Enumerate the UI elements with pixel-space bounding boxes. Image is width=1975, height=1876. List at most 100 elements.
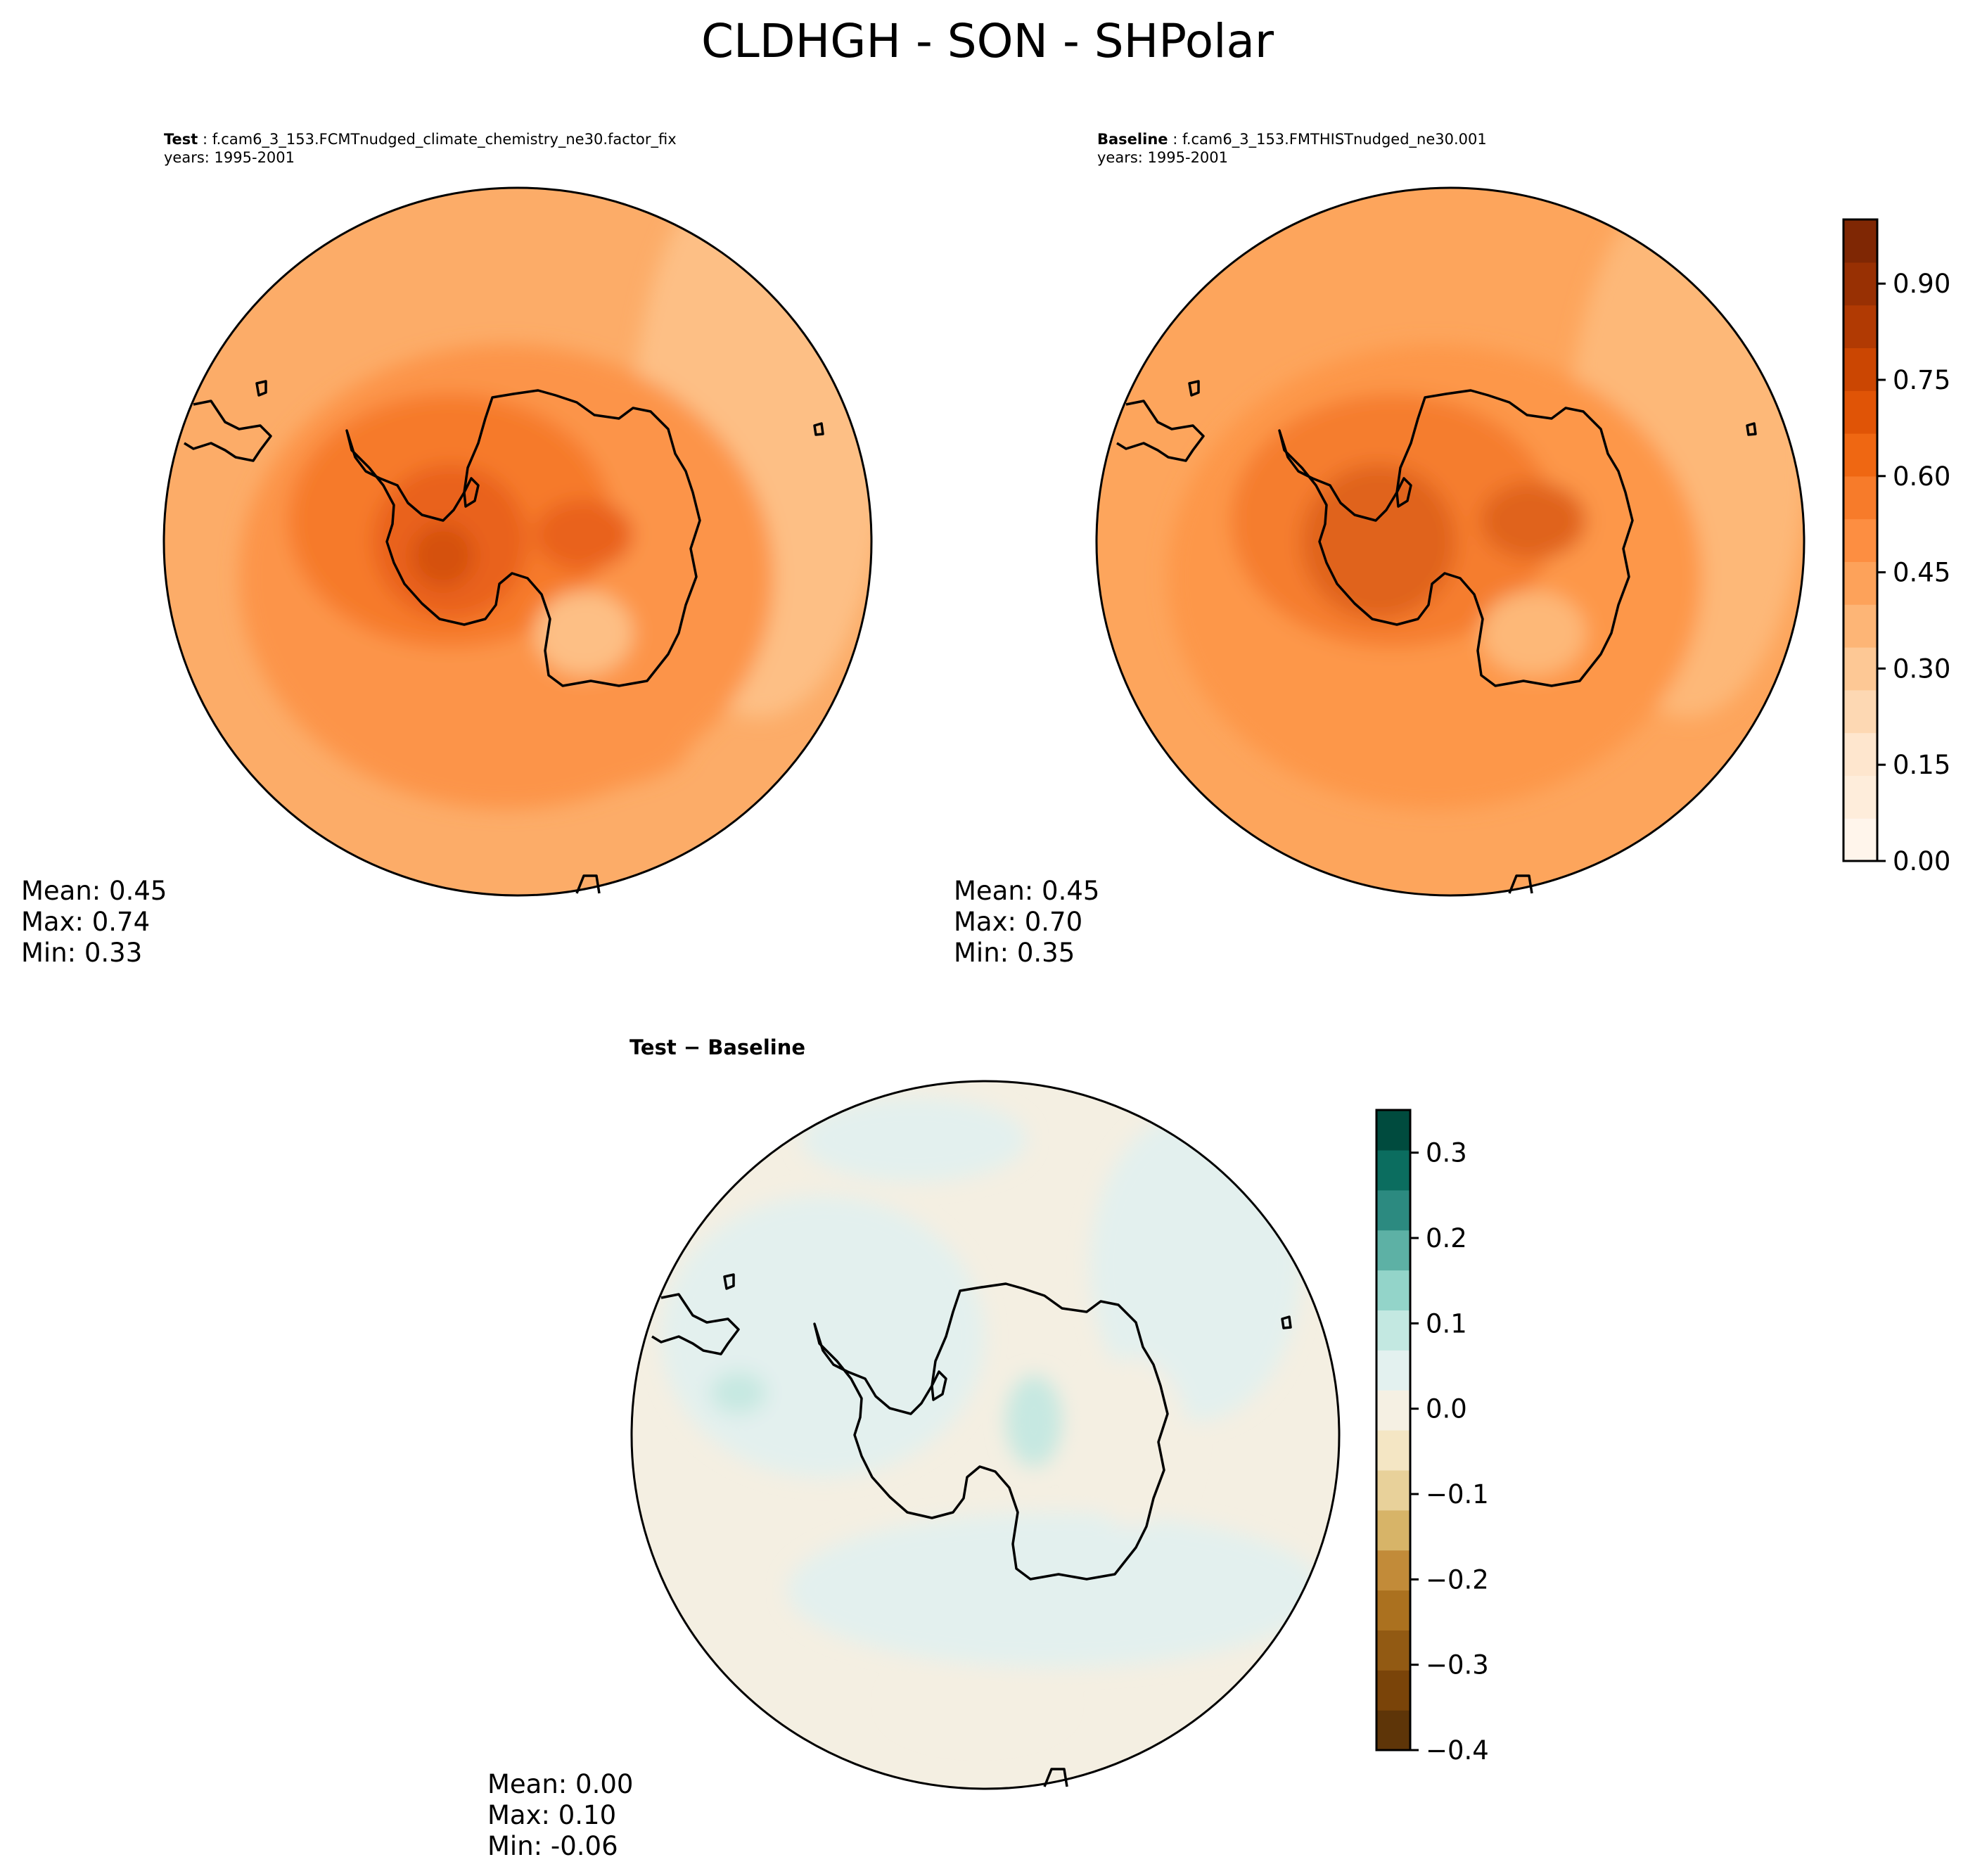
diff-small-island-2 (1281, 1315, 1292, 1329)
baseline-max: Max: 0.70 (954, 907, 1083, 937)
test-years: years: 1995-2001 (164, 149, 295, 166)
diff-colorbar-segment (1376, 1230, 1410, 1271)
test-antarctica-coastline (345, 389, 701, 687)
diff-colorbar-segment (1376, 1430, 1410, 1471)
test-label: Test (164, 131, 198, 148)
baseline-small-island-3 (1508, 874, 1533, 894)
diff-map (632, 1081, 1339, 1789)
diff-coastlines (651, 1273, 1292, 1787)
main-colorbar-segment (1843, 433, 1877, 477)
main-colorbar-tick-label: 0.60 (1893, 461, 1950, 492)
diff-panel-title: Test − Baseline (629, 1035, 806, 1059)
diff-peninsula-detail (931, 1370, 947, 1401)
main-colorbar-segment (1843, 732, 1877, 776)
main-colorbar-segment (1843, 689, 1877, 734)
baseline-core-east (1481, 482, 1586, 559)
main-colorbar-tick-label: 0.45 (1893, 558, 1950, 588)
test-low-interior (535, 591, 633, 675)
baseline-mean: Mean: 0.45 (954, 876, 1100, 906)
main-colorbar-segment (1843, 347, 1877, 391)
diff-stats: Mean: 0.00 Max: 0.10 Min: -0.06 (487, 1769, 633, 1862)
main-colorbar-segment (1843, 219, 1877, 263)
diff-colorbar-tick-label: −0.3 (1426, 1650, 1489, 1680)
main-colorbar-segment (1843, 604, 1877, 648)
baseline-map-boundary (1095, 186, 1805, 897)
diff-mean: Mean: 0.00 (487, 1769, 634, 1799)
figure-title: CLDHGH - SON - SHPolar (701, 14, 1274, 68)
diff-colorbar-segment (1376, 1469, 1410, 1511)
diff-positive-north (802, 1097, 1027, 1182)
main-colorbar-segment (1843, 262, 1877, 306)
baseline-south-america (1116, 400, 1205, 462)
main-colorbar-segment (1843, 647, 1877, 691)
diff-colorbar-segments (1376, 1110, 1410, 1751)
main-colorbar-segment (1843, 305, 1877, 348)
diff-small-island-1 (723, 1273, 735, 1290)
main-colorbar-segment (1843, 476, 1877, 520)
main-colorbar-tick-label: 0.15 (1893, 750, 1950, 780)
diff-positive-patch (710, 1372, 767, 1414)
main-colorbar-tick-label: 0.90 (1893, 269, 1950, 299)
diff-colorbar-tick-label: 0.1 (1426, 1308, 1467, 1339)
test-peak-region (411, 524, 475, 587)
diff-colorbar-tick-label: −0.4 (1426, 1735, 1489, 1766)
baseline-antarctica-coastline (1278, 389, 1634, 687)
baseline-coastlines (1116, 380, 1757, 894)
test-case-name: f.cam6_3_153.FCMTnudged_climate_chemistr… (212, 131, 677, 148)
test-south-america (184, 400, 272, 462)
test-mid-band (380, 696, 689, 795)
baseline-low-interior (1481, 591, 1586, 675)
baseline-peninsula-detail (1395, 477, 1412, 508)
diff-colorbar-segment (1376, 1670, 1410, 1711)
diff-colorbar-segment (1376, 1189, 1410, 1231)
diff-colorbar-segment (1376, 1510, 1410, 1551)
baseline-stats: Mean: 0.45 Max: 0.70 Min: 0.35 (954, 876, 1099, 969)
diff-min: Min: -0.06 (487, 1831, 618, 1861)
diff-colorbar-segment (1376, 1630, 1410, 1671)
diff-antarctica-coastline (813, 1282, 1169, 1581)
test-map-boundary (162, 186, 873, 897)
test-mean: Mean: 0.45 (21, 876, 167, 906)
test-panel-title: Test : f.cam6_3_153.FCMTnudged_climate_c… (164, 131, 677, 148)
diff-colorbar-tick-label: 0.3 (1426, 1138, 1467, 1168)
diff-colorbar-segment (1376, 1550, 1410, 1591)
test-small-island-3 (575, 874, 601, 894)
diff-colorbar-segment (1376, 1590, 1410, 1631)
diff-neutral-south (893, 1667, 1062, 1737)
diff-colorbar-segment (1376, 1390, 1410, 1431)
main-colorbar-ticks: 0.00 0.15 0.30 0.45 0.60 0.75 0.90 (1877, 269, 1950, 876)
diff-colorbar-tick-label: 0.0 (1426, 1394, 1467, 1424)
main-colorbar-segments (1843, 219, 1877, 862)
diff-colorbar-segment (1376, 1110, 1410, 1151)
diff-positive-interior (1006, 1375, 1062, 1467)
diff-small-island-3 (1043, 1768, 1068, 1787)
baseline-min: Min: 0.35 (954, 938, 1075, 968)
test-min: Min: 0.33 (21, 938, 143, 968)
baseline-panel-title: Baseline : f.cam6_3_153.FMTHISTnudged_ne… (1097, 131, 1487, 148)
diff-max: Max: 0.10 (487, 1800, 617, 1830)
main-colorbar-tick-label: 0.30 (1893, 653, 1950, 684)
diff-colorbar-tick-label: 0.2 (1426, 1223, 1467, 1253)
diff-colorbar-ticks: −0.4 −0.3 −0.2 −0.1 0.0 0.1 0.2 0.3 (1410, 1138, 1489, 1766)
diff-map-boundary (630, 1080, 1341, 1790)
test-coastlines (184, 380, 824, 894)
test-stats: Mean: 0.45 Max: 0.74 Min: 0.33 (21, 876, 167, 969)
diff-south-america (651, 1293, 740, 1355)
diff-colorbar-segment (1376, 1149, 1410, 1191)
diff-colorbar-tick-label: −0.2 (1426, 1564, 1489, 1595)
baseline-years: years: 1995-2001 (1097, 149, 1229, 166)
main-colorbar-tick-label: 0.75 (1893, 365, 1950, 395)
baseline-label: Baseline (1097, 131, 1168, 148)
main-colorbar-segment (1843, 818, 1877, 862)
main-colorbar-tick-label: 0.00 (1893, 846, 1950, 876)
diff-colorbar-segment (1376, 1350, 1410, 1391)
main-colorbar-segment (1843, 775, 1877, 819)
test-core-east (535, 499, 633, 570)
diff-colorbar-segment (1376, 1270, 1410, 1310)
baseline-small-island-1 (1188, 380, 1200, 397)
diff-neutral-east (1076, 1358, 1189, 1526)
diff-colorbar-frame (1375, 1109, 1412, 1751)
